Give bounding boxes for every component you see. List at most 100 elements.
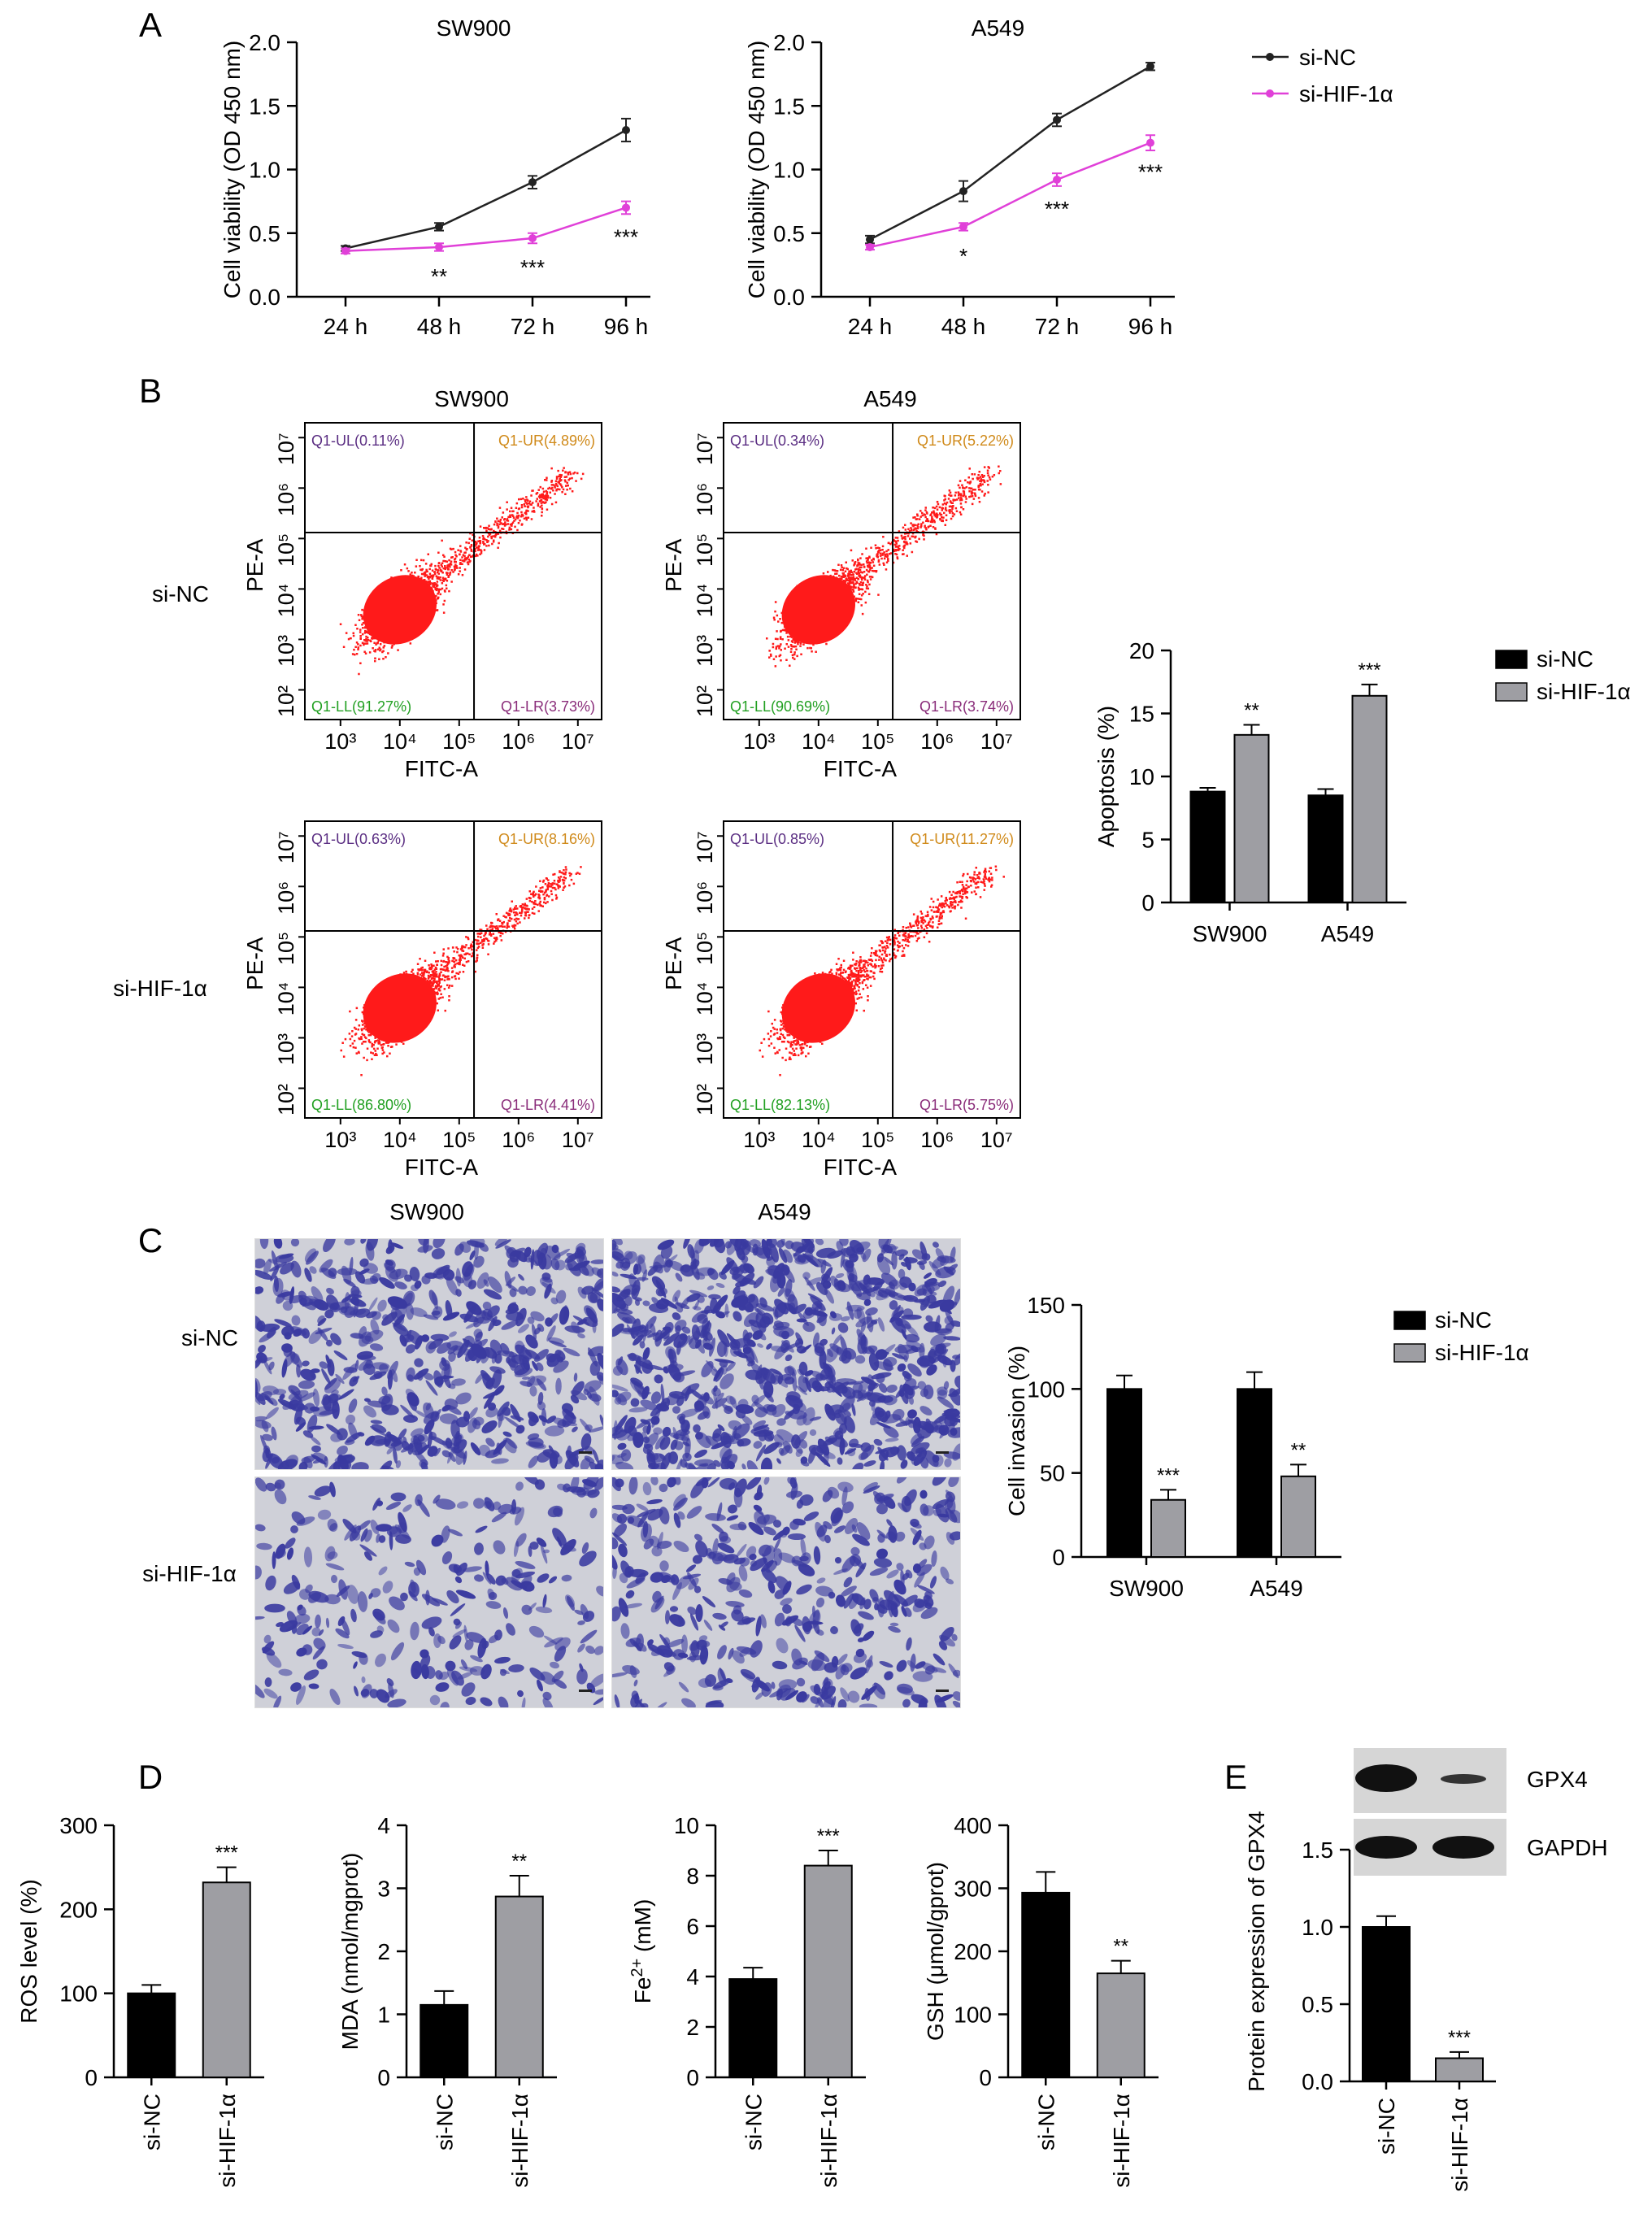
flow-plot-a549-si-hif-event-density <box>781 973 855 1043</box>
flow-plot-a549-si-nc-quadrant-ul: Q1-UL(0.34%) <box>730 433 824 449</box>
chart-A2-point <box>1146 62 1154 71</box>
flow-plot-a549-si-hif: Q1-UL(0.85%) Q1-UR(11.27%) Q1-LL(82.13%) Q1… <box>661 820 1021 1180</box>
chart-B-bar-y-tick-label: 15 <box>1129 702 1154 727</box>
chart-A2-significance: * <box>959 244 967 268</box>
chart-C-bar-y-tick-label: 100 <box>1027 1376 1065 1402</box>
flow-plot-a549-si-hif-quadrant-lr: Q1-LR(5.75%) <box>919 1097 1014 1113</box>
flow-plot-sw900-si-hif-y-tick-label: 10⁶ <box>274 881 298 915</box>
chart-A2-x-tick-label: 96 h <box>1128 314 1173 339</box>
chart-A2-series-line <box>869 141 1151 249</box>
flow-plot-sw900-si-nc-ylabel: PE-A <box>242 538 267 592</box>
chart-C-bar-y-tick-label: 50 <box>1040 1461 1065 1486</box>
flow-plot-sw900-si-hif-y-tick-label: 10⁷ <box>274 831 298 863</box>
chart-C-bar-legend-swatch <box>1393 1343 1426 1363</box>
chart-E-significance: *** <box>1448 2027 1471 2049</box>
chart-B-bar-bar <box>1307 794 1344 903</box>
flow-plot-a549-si-hif-ylabel: PE-A <box>661 937 686 990</box>
chart-A1-y-tick-label: 0.5 <box>249 221 280 246</box>
flow-plot-sw900-si-nc-event-density <box>363 575 437 645</box>
chart-C-bar-category-label: SW900 <box>1109 1576 1184 1601</box>
flow-plot-sw900-si-hif-y-tick-label: 10² <box>274 1084 298 1116</box>
flow-plot-sw900-si-hif-x-tick-label: 10⁶ <box>502 1128 535 1152</box>
flow-plot-a549-si-hif-quadrant-ul: Q1-UL(0.85%) <box>730 831 824 847</box>
chart-E-bar <box>1362 1926 1411 2082</box>
chart-D4-y-tick-label: 200 <box>954 1939 992 1964</box>
chart-C-bar-significance: ** <box>1291 1439 1306 1461</box>
chart-D3-y-tick-label: 0 <box>686 2065 699 2090</box>
chart-A1-x-tick-label: 24 h <box>324 314 368 339</box>
chart-B-bar-y-tick-label: 10 <box>1129 764 1154 789</box>
chart-C-bar-legend-label: si-NC <box>1435 1307 1492 1333</box>
flow-plot-sw900-si-nc-x-tick-label: 10³ <box>324 729 356 754</box>
chart-D2-bar <box>494 1895 544 2078</box>
flow-plot-sw900-si-nc: Q1-UL(0.11%) Q1-UR(4.89%) Q1-LL(91.27%) Q1-… <box>242 422 602 781</box>
chart-A2-point <box>1146 138 1154 147</box>
flow-plot-a549-si-nc-quadrant-ll: Q1-LL(90.69%) <box>730 698 830 715</box>
chart-A1-significance: *** <box>614 224 638 249</box>
panel-letter-e: E <box>1224 1758 1247 1796</box>
chart-A1-point <box>341 246 350 255</box>
chart-A2-y-tick-label: 1.0 <box>773 158 805 183</box>
chart-D1-y-tick-label: 100 <box>59 1981 98 2007</box>
flow-plot-a549-si-hif-x-tick-label: 10⁵ <box>861 1128 894 1152</box>
chart-D4-ylabel: GSH (μmol/gprot) <box>923 1862 948 2041</box>
chart-C-bar-legend-label: si-HIF-1α <box>1435 1340 1529 1365</box>
chart-B-bar-significance: *** <box>1358 659 1380 681</box>
chart-C-bar-significance: *** <box>1157 1464 1180 1486</box>
flow-plot-sw900-si-hif: Q1-UL(0.63%) Q1-UR(8.16%) Q1-LL(86.80%) Q1-… <box>242 820 602 1180</box>
blot-gpx4-band-si-hif <box>1441 1774 1486 1784</box>
chart-A1-y-tick-label: 0.0 <box>249 285 280 310</box>
flow-plot-sw900-si-hif-x-tick-label: 10⁵ <box>442 1128 476 1152</box>
chart-A-legend-marker <box>1266 53 1274 61</box>
flow-plot-a549-si-nc-y-tick-label: 10⁷ <box>693 433 717 465</box>
chart-A2-point <box>959 187 967 196</box>
chart-D3-category-label: si-NC <box>741 2094 766 2151</box>
flow-plot-a549-si-nc-y-tick-label: 10⁵ <box>693 533 717 567</box>
flow-plot-a549-si-nc-x-tick-label: 10⁵ <box>861 729 894 754</box>
chart-D2-bar <box>420 2003 469 2078</box>
chart-A2-ylabel: Cell viability (OD 450 nm) <box>744 41 769 298</box>
flow-plot-sw900-si-nc-x-tick-label: 10⁵ <box>442 729 476 754</box>
flow-plot-sw900-si-hif-ylabel: PE-A <box>242 937 267 990</box>
flow-plot-sw900-si-hif-quadrant-ll: Q1-LL(86.80%) <box>311 1097 411 1113</box>
chart-D3-ylabel: Fe2+ (mM) <box>628 1899 655 2004</box>
chart-D3-bar <box>803 1864 853 2079</box>
chart-B-bar-bar <box>1233 733 1270 903</box>
chart-B-bar-y-tick-label: 20 <box>1129 638 1154 663</box>
flow-plot-sw900-si-nc-y-tick-label: 10² <box>274 685 298 717</box>
flow-plot-a549-si-nc-quadrant-lr: Q1-LR(3.74%) <box>919 698 1014 715</box>
blot-gapdh-band-si-nc <box>1355 1836 1417 1859</box>
flow-plot-sw900-si-hif-frame <box>304 820 602 1119</box>
chart-E-bar <box>1435 2057 1484 2082</box>
flow-plot-a549-si-hif-x-tick-label: 10⁴ <box>802 1128 836 1152</box>
flow-plot-sw900-si-hif-quadrant-ur: Q1-UR(8.16%) <box>498 831 595 847</box>
chart-A2-x-tick-label: 48 h <box>941 314 986 339</box>
chart-A1-point <box>435 222 443 231</box>
flow-plot-a549-si-hif-y-tick-label: 10³ <box>693 1033 717 1065</box>
chart-B-bar-legend-label: si-NC <box>1537 646 1593 672</box>
chart-A1-y-tick-label: 2.0 <box>249 30 280 55</box>
flow-plot-a549-si-nc-y-tick-label: 10² <box>693 685 717 717</box>
chart-B-bar-ylabel: Apoptosis (%) <box>1093 706 1119 847</box>
chart-E-category-label: si-NC <box>1374 2098 1399 2155</box>
flow-plot-sw900-si-nc-y-tick-label: 10⁷ <box>274 433 298 465</box>
chart-C-bar-bar <box>1237 1388 1272 1559</box>
chart-A1-title: SW900 <box>437 15 511 41</box>
chart-E-y-tick-label: 1.5 <box>1302 1837 1333 1863</box>
chart-B-bar-y-tick-label: 5 <box>1141 828 1154 853</box>
chart-D2-y-tick-label: 2 <box>377 1939 390 1964</box>
flow-plot-a549-si-nc-quadrant-ur: Q1-UR(5.22%) <box>917 433 1014 449</box>
micro-row-label-si-hif: si-HIF-1α <box>142 1561 237 1586</box>
chart-D4-y-tick-label: 300 <box>954 1877 992 1902</box>
chart-A1-point <box>528 234 537 243</box>
flow-plot-a549-si-hif-y-tick-label: 10⁴ <box>693 982 717 1016</box>
flow-plot-sw900-si-hif-y-tick-label: 10³ <box>274 1033 298 1065</box>
chart-C-bar-y-tick-label: 150 <box>1027 1293 1065 1318</box>
chart-D1-category-label: si-HIF-1α <box>215 2094 240 2188</box>
chart-C-bar-y-tick-label: 0 <box>1052 1545 1065 1570</box>
chart-D2-category-label: si-NC <box>432 2094 457 2151</box>
chart-D3-y-tick-label: 6 <box>686 1914 699 1939</box>
chart-A-legend-marker <box>1266 89 1274 98</box>
